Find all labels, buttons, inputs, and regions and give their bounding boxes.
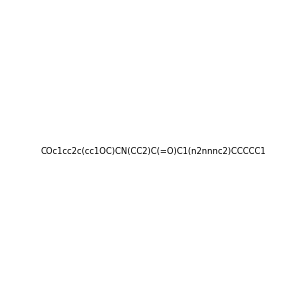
Text: COc1cc2c(cc1OC)CN(CC2)C(=O)C1(n2nnnc2)CCCCC1: COc1cc2c(cc1OC)CN(CC2)C(=O)C1(n2nnnc2)CC… bbox=[41, 147, 267, 156]
